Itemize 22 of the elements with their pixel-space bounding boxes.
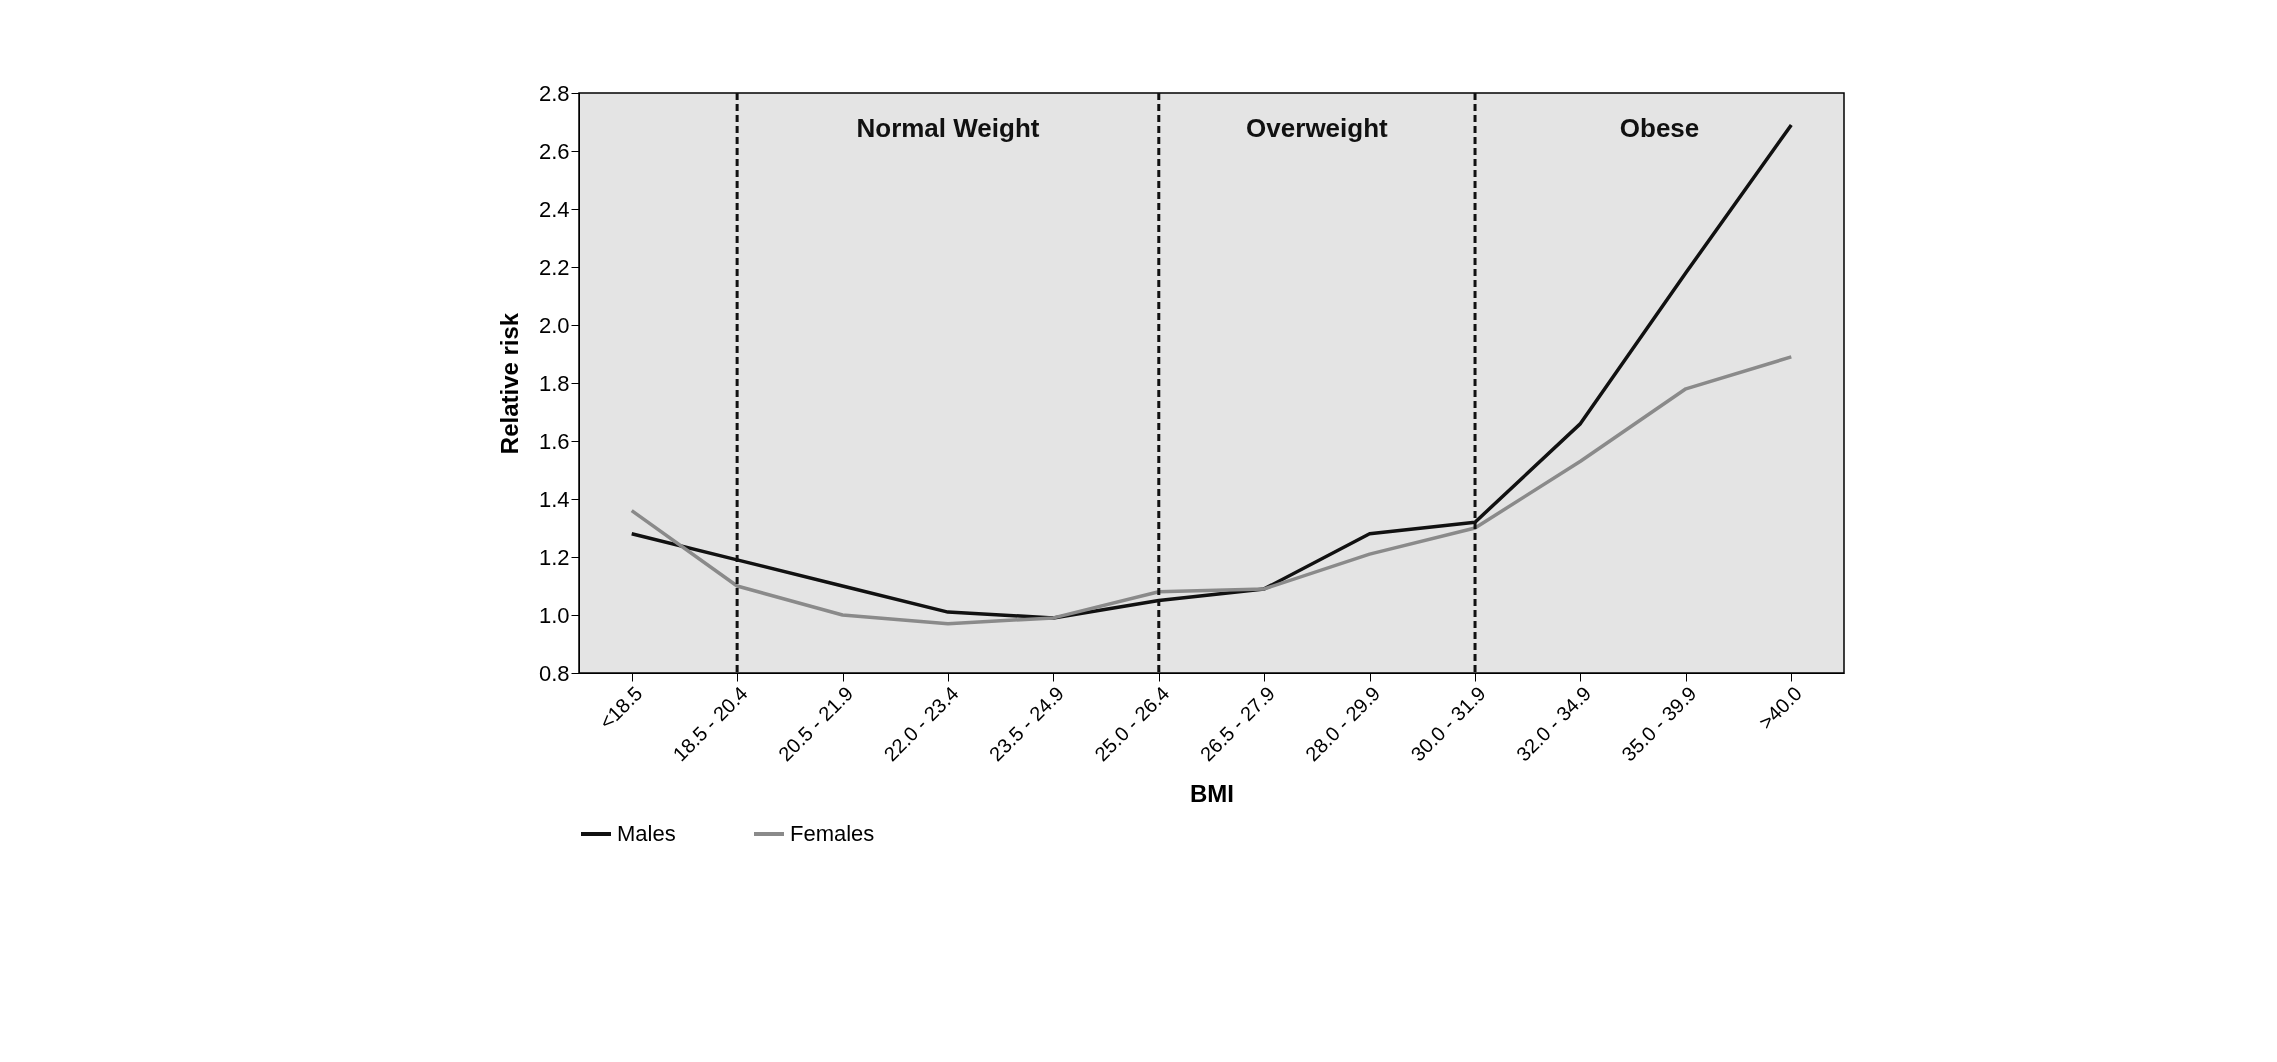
x-axis-title: BMI [1190, 780, 1234, 808]
x-tick-label: 30.0 - 31.9 [1406, 682, 1490, 766]
y-tick-label: 1.8 [538, 370, 570, 396]
y-tick-label: 2.6 [538, 138, 570, 164]
y-axis-title: Relative risk [495, 312, 523, 455]
y-tick-label: 0.8 [538, 660, 570, 686]
annotation: Normal Weight [856, 113, 1040, 143]
x-tick-label: 32.0 - 34.9 [1511, 682, 1596, 766]
y-tick-label: 2.8 [538, 80, 570, 106]
legend-label: Males [617, 821, 676, 846]
legend-label: Females [790, 821, 875, 846]
y-tick-label: 2.4 [538, 196, 570, 222]
y-tick-label: 2.2 [538, 254, 570, 280]
y-tick-label: 1.4 [538, 486, 570, 512]
annotation: Overweight [1246, 113, 1389, 143]
y-tick-label: 1.0 [538, 602, 570, 628]
line-series [629, 355, 1794, 626]
y-tick-label: 2.0 [538, 312, 570, 338]
annotation: Obese [1619, 113, 1700, 143]
y-tick-label: 1.6 [538, 428, 570, 454]
y-tick-label: 1.2 [538, 544, 570, 570]
x-tick-label: 35.0 - 39.9 [1617, 682, 1701, 766]
